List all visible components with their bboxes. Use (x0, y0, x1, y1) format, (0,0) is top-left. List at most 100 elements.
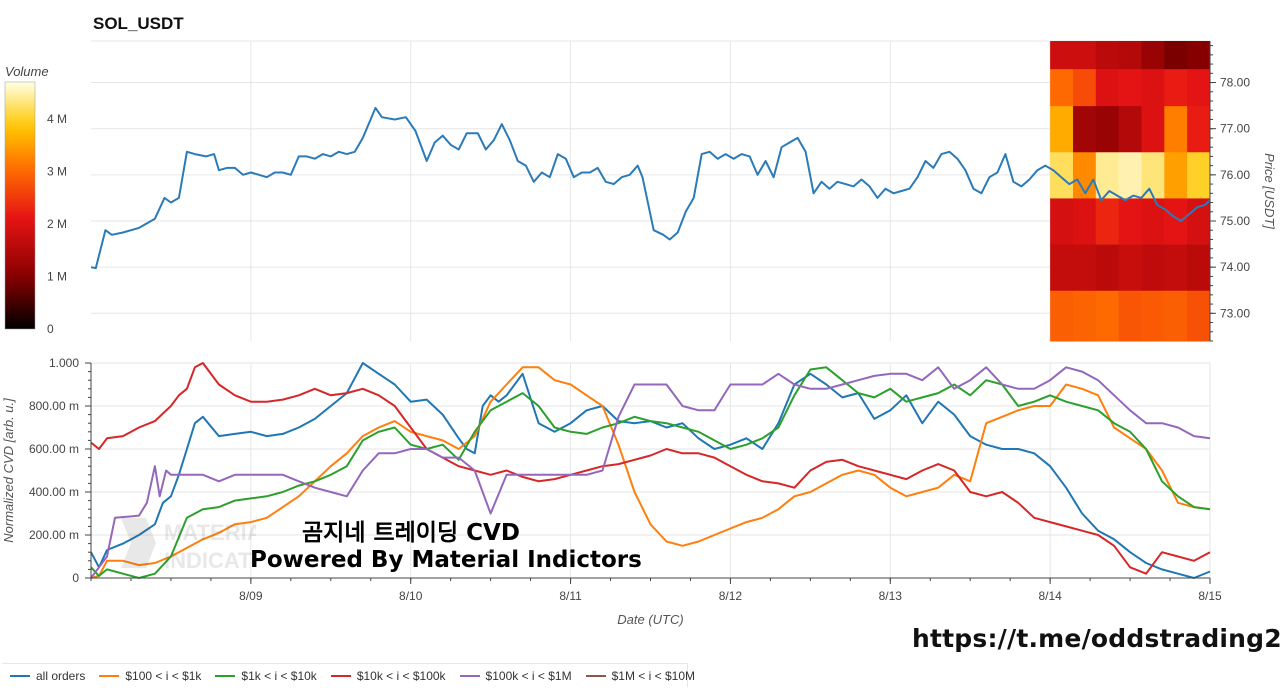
heatmap-cell (1050, 41, 1074, 70)
price-chart-axes: 73.00 74.00 75.00 76.00 77.00 78.00 Price [USD… (1209, 41, 1277, 342)
price-tick-label: 76.00 (1220, 168, 1250, 182)
heatmap-cell (1187, 41, 1211, 70)
heatmap-cell (1141, 41, 1165, 70)
heatmap-cell (1141, 68, 1165, 107)
cvd-x-tick-label: 8/15 (1198, 589, 1222, 603)
colorbar-gradient (4, 81, 36, 330)
material-indicators-logo-watermark: MATERIAL INDICATORS (121, 518, 256, 573)
svg-text:MATERIAL: MATERIAL (164, 520, 256, 545)
cvd-series-line (90, 362, 1211, 575)
heatmap-cell (1050, 197, 1074, 245)
legend-label: $100k < i < $1M (485, 668, 572, 683)
heatmap-cell (1118, 68, 1142, 107)
heatmap-cell (1095, 244, 1120, 291)
legend-item[interactable]: $1k < i < $10k (215, 668, 317, 683)
volume-heatmap (1050, 41, 1211, 342)
chart-title: SOL_USDT (93, 14, 184, 33)
heatmap-cell (1072, 68, 1097, 107)
colorbar-label: Volume (5, 64, 49, 79)
cvd-series-line (90, 366, 1211, 579)
cvd-x-tick-label: 8/14 (1038, 589, 1062, 603)
heatmap-cell (1141, 290, 1165, 342)
heatmap-cell (1141, 197, 1165, 245)
legend-swatch (10, 674, 30, 677)
volume-colorbar: Volume 0 1 M 2 M 3 M 4 M (4, 64, 67, 336)
colorbar-tick-label: 3 M (47, 164, 67, 178)
heatmap-cell (1164, 105, 1188, 153)
legend-label: $1k < i < $10k (241, 668, 317, 683)
cvd-y-axis-label: Normalized CVD [arb. u.] (1, 398, 16, 543)
cvd-series-line (90, 366, 1211, 579)
heatmap-cell (1187, 68, 1211, 107)
price-tick-label: 78.00 (1220, 76, 1250, 90)
legend-item[interactable]: $100 < i < $1k (99, 669, 201, 683)
heatmap-cell (1072, 197, 1097, 245)
cvd-chart-axes: 0 200.00 m 400.00 m 600.00 m 800.00 m 1.000 8/… (1, 356, 1222, 627)
heatmap-cell (1187, 151, 1211, 199)
cvd-y-tick-label: 200.00 m (29, 528, 79, 542)
heatmap-cell (1118, 197, 1142, 245)
heatmap-cell (1072, 151, 1097, 199)
cvd-y-tick-label: 600.00 m (29, 442, 79, 456)
heatmap-cell (1072, 290, 1097, 342)
heatmap-cell (1118, 41, 1142, 70)
cvd-x-axis-label: Date (UTC) (617, 612, 683, 627)
legend-label: $10k < i < $100k (356, 668, 446, 683)
price-axis-label: Price [USDT] (1262, 153, 1277, 229)
colorbar-tick-label: 2 M (47, 217, 67, 231)
cvd-x-tick-label: 8/12 (719, 589, 743, 603)
heatmap-cell (1050, 290, 1074, 342)
legend-swatch (99, 674, 120, 677)
cvd-y-tick-label: 1.000 (49, 356, 79, 370)
colorbar-tick-label: 1 M (47, 269, 67, 283)
legend-item[interactable]: $100k < i < $1M (459, 668, 572, 683)
cvd-y-tick-label: 0 (72, 571, 79, 585)
price-tick-label: 74.00 (1220, 260, 1250, 274)
heatmap-cell (1164, 68, 1188, 107)
telegram-link[interactable]: https://t.me/oddstrading2 (912, 624, 1280, 653)
cvd-x-tick-label: 8/13 (879, 589, 903, 603)
price-tick-label: 77.00 (1220, 122, 1250, 136)
legend-swatch (330, 674, 351, 677)
cvd-y-tick-label: 800.00 m (29, 399, 79, 413)
heatmap-cell (1118, 105, 1142, 153)
heatmap-cell (1187, 290, 1211, 342)
legend-item[interactable]: $1M < i < $10M (585, 669, 695, 683)
heatmap-cell (1187, 244, 1211, 291)
colorbar-tick-label: 0 (47, 322, 54, 336)
cvd-x-tick-label: 8/09 (239, 589, 263, 603)
heatmap-cell (1095, 105, 1120, 153)
legend-swatch (459, 674, 480, 677)
heatmap-cell (1164, 244, 1188, 291)
svg-text:INDICATORS: INDICATORS (164, 548, 256, 573)
heatmap-cell (1141, 105, 1165, 153)
colorbar-tick-label: 4 M (47, 112, 67, 126)
heatmap-cell (1095, 68, 1120, 107)
price-tick-label: 75.00 (1220, 214, 1250, 228)
heatmap-cell (1095, 290, 1120, 342)
legend-item[interactable]: $10k < i < $100k (330, 668, 446, 683)
heatmap-cell (1050, 68, 1074, 107)
heatmap-cell (1072, 244, 1097, 291)
heatmap-cell (1164, 151, 1188, 199)
cvd-chart-lines (90, 362, 1211, 579)
cvd-x-tick-label: 8/10 (399, 589, 423, 603)
overlay-subtitle: Powered By Material Indictors (250, 547, 642, 573)
legend-swatch (585, 674, 606, 677)
heatmap-cell (1118, 290, 1142, 342)
heatmap-cell (1072, 105, 1097, 153)
heatmap-cell (1164, 41, 1188, 70)
heatmap-cell (1164, 197, 1188, 245)
price-chart-lines (90, 106, 1211, 270)
legend-item[interactable]: all orders (10, 669, 85, 683)
legend-label: $100 < i < $1k (125, 668, 202, 683)
heatmap-cell (1050, 244, 1074, 291)
heatmap-cell (1095, 41, 1120, 70)
cvd-legend: all orders $100 < i < $1k $1k < i < $10k $1… (2, 663, 695, 687)
heatmap-cell (1141, 244, 1165, 291)
price-tick-label: 73.00 (1220, 306, 1250, 320)
heatmap-cell (1095, 151, 1120, 199)
heatmap-cell (1118, 151, 1142, 199)
legend-swatch (215, 674, 236, 677)
